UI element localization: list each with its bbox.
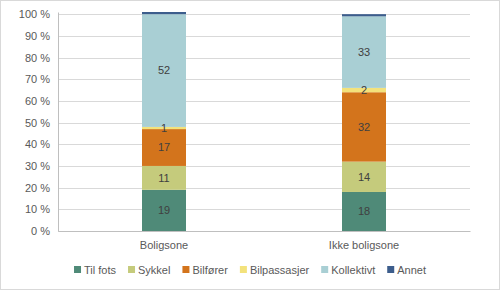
data-label: 17: [158, 141, 170, 153]
grid-line: [58, 231, 470, 232]
y-tick: 40 %: [25, 138, 58, 150]
data-label: 1: [161, 122, 167, 134]
bar-segment: [142, 166, 186, 190]
y-tick: 20 %: [25, 182, 58, 194]
legend-label: Bilpassasjer: [250, 264, 310, 276]
legend-item: Annet: [387, 264, 426, 276]
x-tick-label: Boligsone: [140, 239, 188, 251]
bar-segment: [142, 190, 186, 231]
bar-segment: [342, 92, 386, 161]
y-tick: 90 %: [25, 30, 58, 42]
bar-segment: [142, 14, 186, 127]
legend-item: Kollektivt: [321, 264, 375, 276]
x-axis: Boligsone Ikke boligsone: [59, 231, 471, 251]
legend: Til fots Sykkel Bilfører Bilpassasjer Kollek…: [74, 264, 426, 276]
legend-label: Bilfører: [192, 264, 228, 276]
data-label: 52: [158, 64, 170, 76]
legend-swatch: [128, 266, 135, 273]
data-label: 11: [158, 172, 169, 184]
legend-item: Bilfører: [182, 264, 228, 276]
bar-segment: [342, 162, 386, 192]
grid-line: [58, 36, 470, 37]
y-tick-label: 30 %: [25, 160, 50, 172]
data-labels: 19 18 11 14 17 32 1 2 52 33: [158, 46, 370, 217]
y-tick: 80 %: [25, 52, 58, 64]
grid-line: [58, 79, 470, 80]
data-label: 2: [361, 84, 367, 96]
x-tick: Ikke boligsone: [329, 231, 399, 251]
grid-line: [58, 14, 470, 15]
legend-item: Bilpassasjer: [240, 264, 310, 276]
legend-item: Sykkel: [128, 264, 170, 276]
y-tick: 100 %: [19, 8, 58, 20]
y-tick: 70 %: [25, 73, 58, 85]
grid-line: [58, 188, 470, 189]
chart-border: [1, 1, 500, 290]
chart: 0 % 10 % 20 % 30 % 40 % 50 % 60 % 70 % 80 % 90 % 1…: [0, 0, 500, 290]
y-tick-label: 70 %: [25, 73, 50, 85]
y-tick-label: 100 %: [19, 8, 50, 20]
legend-swatch: [182, 266, 189, 273]
x-axis-line: [59, 231, 471, 232]
y-tick-label: 80 %: [25, 52, 50, 64]
x-tick-label: Ikke boligsone: [329, 239, 399, 251]
data-label: 33: [358, 46, 370, 58]
data-label: 14: [358, 171, 370, 183]
legend-label: Kollektivt: [331, 264, 375, 276]
bars: [142, 12, 386, 231]
y-tick-label: 50 %: [25, 117, 50, 129]
legend-swatch: [240, 266, 247, 273]
y-axis-line: [58, 13, 59, 232]
bar-segment: [142, 129, 186, 166]
grid: [58, 15, 470, 232]
y-tick: 0 %: [31, 225, 58, 237]
y-tick-label: 10 %: [25, 203, 50, 215]
grid-line: [58, 144, 470, 145]
bar-segment: [142, 12, 186, 14]
bar-segment: [342, 16, 386, 88]
y-tick-label: 40 %: [25, 138, 50, 150]
y-tick-label: 0 %: [31, 225, 50, 237]
legend-item: Til fots: [74, 264, 116, 276]
data-label: 32: [358, 121, 370, 133]
legend-label: Sykkel: [138, 264, 170, 276]
grid-line: [58, 123, 470, 124]
y-tick-label: 20 %: [25, 182, 50, 194]
legend-swatch: [74, 266, 81, 273]
legend-swatch: [321, 266, 328, 273]
bar-segment: [342, 14, 386, 16]
grid-line: [58, 58, 470, 59]
grid-line: [58, 166, 470, 167]
data-label: 19: [158, 204, 170, 216]
y-tick-label: 90 %: [25, 30, 50, 42]
y-axis: 0 % 10 % 20 % 30 % 40 % 50 % 60 % 70 % 80 % 90 % 1…: [19, 8, 59, 237]
y-tick-label: 60 %: [25, 95, 50, 107]
grid-line: [58, 101, 470, 102]
y-tick: 10 %: [25, 203, 58, 215]
grid-line: [58, 209, 470, 210]
y-tick: 30 %: [25, 160, 58, 172]
y-tick: 60 %: [25, 95, 58, 107]
y-tick: 50 %: [25, 117, 58, 129]
bar-segment: [342, 192, 386, 231]
data-label: 18: [358, 205, 370, 217]
x-tick: Boligsone: [140, 231, 188, 251]
legend-label: Annet: [397, 264, 426, 276]
legend-swatch: [387, 266, 394, 273]
legend-label: Til fots: [84, 264, 116, 276]
